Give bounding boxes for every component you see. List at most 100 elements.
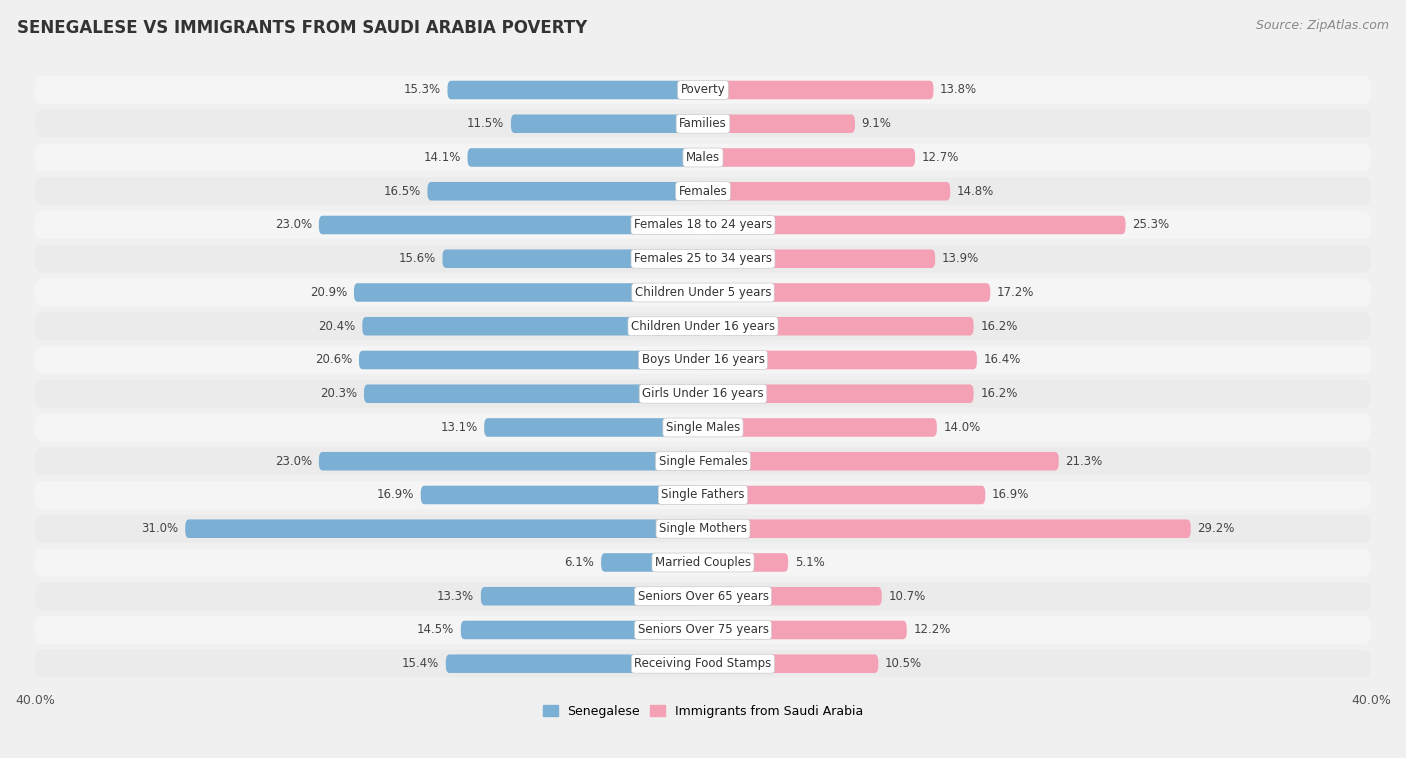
FancyBboxPatch shape <box>427 182 703 201</box>
Text: Married Couples: Married Couples <box>655 556 751 569</box>
Text: 17.2%: 17.2% <box>997 286 1035 299</box>
Text: 16.2%: 16.2% <box>980 387 1018 400</box>
FancyBboxPatch shape <box>703 114 855 133</box>
Text: 13.1%: 13.1% <box>440 421 478 434</box>
FancyBboxPatch shape <box>703 149 915 167</box>
FancyBboxPatch shape <box>35 582 1371 610</box>
Text: Source: ZipAtlas.com: Source: ZipAtlas.com <box>1256 19 1389 32</box>
Text: Single Mothers: Single Mothers <box>659 522 747 535</box>
FancyBboxPatch shape <box>703 283 990 302</box>
FancyBboxPatch shape <box>35 76 1371 104</box>
Text: Single Females: Single Females <box>658 455 748 468</box>
Text: Females: Females <box>679 185 727 198</box>
Text: Single Fathers: Single Fathers <box>661 488 745 502</box>
Text: 20.6%: 20.6% <box>315 353 353 366</box>
FancyBboxPatch shape <box>510 114 703 133</box>
FancyBboxPatch shape <box>703 216 1126 234</box>
FancyBboxPatch shape <box>35 650 1371 678</box>
FancyBboxPatch shape <box>703 384 973 403</box>
FancyBboxPatch shape <box>481 587 703 606</box>
FancyBboxPatch shape <box>35 481 1371 509</box>
Text: 9.1%: 9.1% <box>862 117 891 130</box>
FancyBboxPatch shape <box>447 80 703 99</box>
Text: Seniors Over 75 years: Seniors Over 75 years <box>637 624 769 637</box>
FancyBboxPatch shape <box>319 452 703 471</box>
FancyBboxPatch shape <box>420 486 703 504</box>
Text: 20.4%: 20.4% <box>318 320 356 333</box>
Text: 15.4%: 15.4% <box>402 657 439 670</box>
Text: 25.3%: 25.3% <box>1132 218 1170 231</box>
FancyBboxPatch shape <box>703 553 789 572</box>
FancyBboxPatch shape <box>703 654 879 673</box>
FancyBboxPatch shape <box>354 283 703 302</box>
FancyBboxPatch shape <box>703 317 973 336</box>
Text: 10.7%: 10.7% <box>889 590 925 603</box>
Text: 12.7%: 12.7% <box>922 151 959 164</box>
Text: 20.3%: 20.3% <box>321 387 357 400</box>
FancyBboxPatch shape <box>703 249 935 268</box>
Text: Receiving Food Stamps: Receiving Food Stamps <box>634 657 772 670</box>
Text: 16.9%: 16.9% <box>993 488 1029 502</box>
Text: 16.2%: 16.2% <box>980 320 1018 333</box>
Text: 21.3%: 21.3% <box>1066 455 1102 468</box>
Text: Children Under 16 years: Children Under 16 years <box>631 320 775 333</box>
Text: 6.1%: 6.1% <box>565 556 595 569</box>
FancyBboxPatch shape <box>703 182 950 201</box>
FancyBboxPatch shape <box>461 621 703 639</box>
Text: SENEGALESE VS IMMIGRANTS FROM SAUDI ARABIA POVERTY: SENEGALESE VS IMMIGRANTS FROM SAUDI ARAB… <box>17 19 588 37</box>
FancyBboxPatch shape <box>468 149 703 167</box>
Text: 13.3%: 13.3% <box>437 590 474 603</box>
Text: 5.1%: 5.1% <box>794 556 824 569</box>
FancyBboxPatch shape <box>703 418 936 437</box>
Text: 20.9%: 20.9% <box>309 286 347 299</box>
Text: 12.2%: 12.2% <box>914 624 950 637</box>
FancyBboxPatch shape <box>703 486 986 504</box>
Text: 16.9%: 16.9% <box>377 488 413 502</box>
Text: Girls Under 16 years: Girls Under 16 years <box>643 387 763 400</box>
Text: Females 18 to 24 years: Females 18 to 24 years <box>634 218 772 231</box>
Text: Boys Under 16 years: Boys Under 16 years <box>641 353 765 366</box>
Text: 15.3%: 15.3% <box>404 83 441 96</box>
Text: 23.0%: 23.0% <box>276 218 312 231</box>
FancyBboxPatch shape <box>35 549 1371 576</box>
FancyBboxPatch shape <box>35 177 1371 205</box>
FancyBboxPatch shape <box>35 616 1371 644</box>
Text: 13.8%: 13.8% <box>941 83 977 96</box>
Text: 14.1%: 14.1% <box>423 151 461 164</box>
FancyBboxPatch shape <box>186 519 703 538</box>
Text: 14.0%: 14.0% <box>943 421 981 434</box>
Text: 10.5%: 10.5% <box>884 657 922 670</box>
FancyBboxPatch shape <box>35 312 1371 340</box>
FancyBboxPatch shape <box>319 216 703 234</box>
Text: Poverty: Poverty <box>681 83 725 96</box>
Text: Children Under 5 years: Children Under 5 years <box>634 286 772 299</box>
Text: 14.5%: 14.5% <box>418 624 454 637</box>
FancyBboxPatch shape <box>35 447 1371 475</box>
FancyBboxPatch shape <box>484 418 703 437</box>
Text: Females 25 to 34 years: Females 25 to 34 years <box>634 252 772 265</box>
Text: Seniors Over 65 years: Seniors Over 65 years <box>637 590 769 603</box>
FancyBboxPatch shape <box>35 414 1371 441</box>
Text: 29.2%: 29.2% <box>1198 522 1234 535</box>
FancyBboxPatch shape <box>703 621 907 639</box>
Legend: Senegalese, Immigrants from Saudi Arabia: Senegalese, Immigrants from Saudi Arabia <box>537 700 869 722</box>
Text: Males: Males <box>686 151 720 164</box>
Text: 23.0%: 23.0% <box>276 455 312 468</box>
FancyBboxPatch shape <box>35 211 1371 239</box>
FancyBboxPatch shape <box>35 346 1371 374</box>
FancyBboxPatch shape <box>364 384 703 403</box>
FancyBboxPatch shape <box>602 553 703 572</box>
FancyBboxPatch shape <box>703 351 977 369</box>
Text: 16.5%: 16.5% <box>384 185 420 198</box>
Text: Families: Families <box>679 117 727 130</box>
Text: Single Males: Single Males <box>666 421 740 434</box>
FancyBboxPatch shape <box>35 380 1371 408</box>
FancyBboxPatch shape <box>703 587 882 606</box>
FancyBboxPatch shape <box>446 654 703 673</box>
FancyBboxPatch shape <box>35 110 1371 138</box>
FancyBboxPatch shape <box>35 245 1371 273</box>
FancyBboxPatch shape <box>443 249 703 268</box>
FancyBboxPatch shape <box>703 80 934 99</box>
FancyBboxPatch shape <box>359 351 703 369</box>
Text: 11.5%: 11.5% <box>467 117 505 130</box>
